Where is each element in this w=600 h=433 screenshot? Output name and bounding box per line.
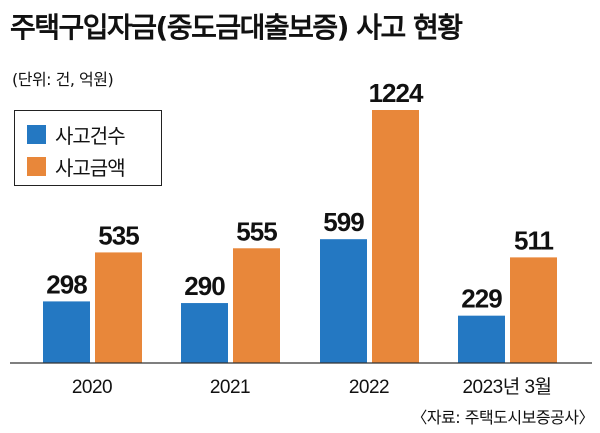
x-tick-label-1: 2021 [210, 377, 250, 398]
data-label-count-2: 599 [323, 207, 364, 237]
bar-amount-0 [95, 252, 142, 363]
x-tick-label-2: 2022 [349, 377, 389, 398]
bar-count-0 [43, 301, 90, 363]
legend-label-count: 사고건수 [55, 124, 126, 148]
chart-title: 주택구입자금(중도금대출보증) 사고 현황 [10, 11, 463, 44]
bar-count-3 [458, 315, 505, 363]
legend-label-amount: 사고금액 [55, 156, 126, 180]
legend-item-count: 사고건수 [27, 120, 126, 149]
data-label-count-0: 298 [46, 269, 87, 299]
bar-count-2 [320, 239, 367, 363]
x-tick-label-0: 2020 [72, 377, 112, 398]
data-label-amount-1: 555 [236, 216, 277, 246]
bar-count-1 [181, 303, 228, 363]
bar-amount-1 [233, 248, 280, 363]
bar-amount-3 [510, 257, 557, 363]
data-label-amount-0: 535 [98, 220, 139, 250]
data-label-count-3: 229 [461, 284, 502, 314]
legend-swatch-amount [27, 157, 46, 176]
legend-item-amount: 사고금액 [27, 152, 126, 181]
data-label-amount-2: 1224 [369, 78, 424, 108]
unit-label: (단위: 건, 억원) [12, 70, 114, 89]
bar-amount-2 [372, 110, 419, 363]
data-label-amount-3: 511 [514, 225, 553, 255]
x-tick-label-3: 2023년 3월 [462, 376, 551, 398]
legend: 사고건수 사고금액 [14, 110, 162, 186]
legend-swatch-count [27, 125, 46, 144]
source-note: 〈자료: 주택도시보증공사〉 [411, 408, 594, 427]
data-label-count-1: 290 [184, 271, 225, 301]
